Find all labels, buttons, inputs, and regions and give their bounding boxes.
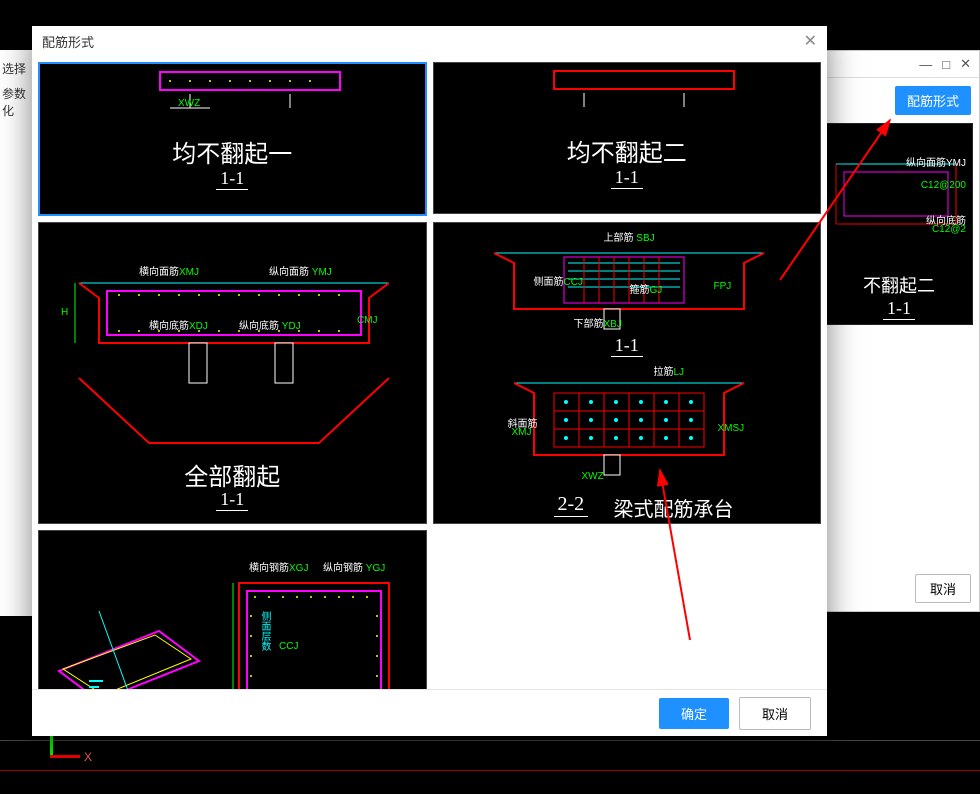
grid-line [0, 740, 980, 741]
option-title: 全部翻起 [184, 465, 280, 491]
bg-cad-thumb: 纵向面筋YMJ C12@200 C12@2 纵向底筋 不翻起二 1-1 [825, 123, 973, 325]
style-option-5[interactable]: 横向钢筋XGJ 纵向钢筋 YGJ 侧面层数 CCJ [38, 530, 427, 689]
section-label: 2-2 [554, 493, 589, 517]
bg-titlebar: — □ ✕ [819, 51, 979, 78]
label-xmj: XMJ [512, 427, 532, 438]
option-sub: 1-1 [216, 489, 248, 511]
label-cmc: 侧面层数 [257, 611, 272, 651]
label-ccj: CCJ [279, 641, 298, 652]
label-cmj: CMJ [357, 315, 378, 326]
style-option-4[interactable]: 上部筋 SBJ 侧面筋CCJ 箍筋GJ FPJ 下部筋XBJ 1-1 拉筋LJ … [433, 222, 822, 524]
label-xwz: XWZ [178, 98, 200, 109]
dialog-title: 配筋形式 [42, 32, 94, 51]
option-title: 均不翻起二 [567, 141, 687, 167]
label-xmsj: XMSJ [718, 423, 745, 434]
option-sub: 1-1 [611, 167, 643, 189]
bg-caption: 不翻起二 [863, 276, 935, 296]
section-label: 1-1 [611, 335, 643, 357]
cancel-button[interactable]: 取消 [739, 697, 811, 730]
option-sub: 1-1 [216, 168, 248, 190]
bg-label: 纵向底筋 [926, 216, 966, 227]
style-option-3[interactable]: 横向面筋XMJ 纵向面筋 YMJ 横向底筋XDJ 纵向底筋 YDJ CMJ H … [38, 222, 427, 524]
bg-caption-sub: 1-1 [883, 298, 915, 320]
option-title: 均不翻起一 [172, 142, 292, 168]
style-option-1[interactable]: XWZ 均不翻起一 1-1 [38, 62, 427, 216]
grid-line [0, 770, 980, 771]
ok-button[interactable]: 确定 [659, 698, 729, 729]
close-icon[interactable]: ✕ [960, 56, 971, 72]
rebar-style-button[interactable]: 配筋形式 [895, 86, 971, 115]
minimize-icon[interactable]: — [919, 57, 932, 72]
bg-label: 纵向面筋YMJ [906, 158, 966, 169]
ucs-x-label: X [84, 750, 92, 764]
label-h: H [61, 307, 68, 318]
style-option-2[interactable]: 均不翻起二 1-1 [433, 62, 822, 214]
bg-label: C12@200 [921, 180, 966, 191]
background-panel: — □ ✕ 配筋形式 纵向面筋YMJ C12@200 C12@2 纵向底筋 不翻… [818, 50, 980, 612]
option-title: 梁式配筋承台 [614, 499, 734, 521]
label-xwz: XWZ [582, 471, 604, 482]
close-icon[interactable]: ✕ [804, 31, 817, 51]
label-fpj: FPJ [714, 281, 732, 292]
bg-cancel-button[interactable]: 取消 [915, 574, 971, 603]
maximize-icon[interactable]: □ [942, 57, 950, 72]
rebar-style-dialog: 配筋形式 ✕ XWZ 均不翻起一 1-1 均不翻起二 [32, 26, 827, 736]
dialog-body: XWZ 均不翻起一 1-1 均不翻起二 1-1 [32, 56, 827, 689]
dialog-footer: 确定 取消 [32, 689, 827, 736]
dialog-titlebar: 配筋形式 ✕ [32, 26, 827, 56]
